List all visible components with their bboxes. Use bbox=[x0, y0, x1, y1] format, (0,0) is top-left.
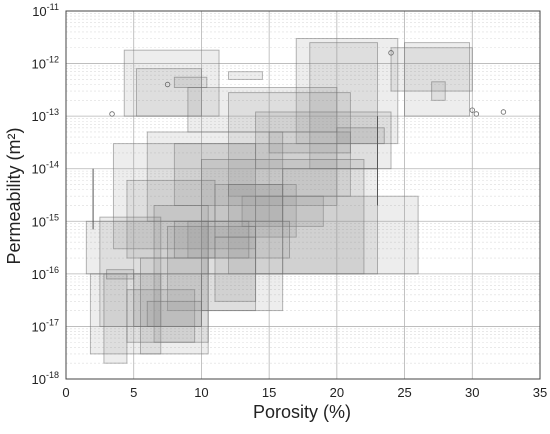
y-tick-label: 10-15 bbox=[32, 212, 59, 229]
data-rectangle-30 bbox=[173, 220, 250, 259]
plot-background bbox=[66, 11, 540, 379]
data-rectangle-1 bbox=[123, 49, 220, 117]
y-tick-label: 10-13 bbox=[32, 107, 59, 124]
data-rectangles bbox=[85, 38, 473, 364]
y-tick-label: 10-16 bbox=[32, 265, 59, 282]
data-rectangle-32 bbox=[103, 273, 128, 364]
data-rectangle-5 bbox=[295, 38, 399, 145]
data-rectangle-38 bbox=[214, 236, 257, 302]
x-tick-label: 35 bbox=[533, 385, 547, 400]
data-rectangle-9 bbox=[431, 81, 446, 101]
data-rectangle-33 bbox=[126, 289, 196, 343]
data-point-4 bbox=[473, 111, 480, 117]
data-point-5 bbox=[500, 109, 507, 115]
x-tick-label: 30 bbox=[465, 385, 479, 400]
data-rectangle-11 bbox=[228, 92, 351, 197]
data-rectangle-17 bbox=[112, 143, 257, 250]
y-tick-label: 10-11 bbox=[32, 2, 59, 19]
y-tick-label: 10-14 bbox=[32, 160, 59, 177]
data-rectangle-4 bbox=[228, 71, 263, 80]
data-rectangle-35 bbox=[140, 257, 209, 355]
y-tick-label: 10-18 bbox=[32, 370, 59, 387]
x-tick-labels: 0 5 10 15 20 25 30 35 bbox=[62, 385, 547, 400]
data-rectangle-14 bbox=[336, 127, 385, 145]
data-rectangle-29 bbox=[167, 225, 257, 312]
error-bars bbox=[92, 116, 378, 230]
plot-frame bbox=[65, 10, 541, 380]
y-axis-title: Permeability (m²) bbox=[4, 127, 24, 264]
y-tick-label: 10-12 bbox=[32, 55, 59, 72]
x-tick-label: 5 bbox=[130, 385, 137, 400]
data-point-6 bbox=[164, 81, 171, 88]
data-rectangle-2 bbox=[135, 68, 202, 117]
data-rectangle-6 bbox=[309, 42, 378, 170]
data-rectangle-18 bbox=[126, 179, 216, 259]
data-point-3 bbox=[469, 107, 475, 113]
data-rectangle-39 bbox=[106, 269, 135, 280]
x-tick-label: 10 bbox=[194, 385, 208, 400]
x-tick-label: 0 bbox=[62, 385, 69, 400]
y-tick-label: 10-17 bbox=[32, 317, 59, 334]
data-rectangle-10 bbox=[187, 87, 338, 133]
data-point-2 bbox=[388, 50, 394, 56]
data-points bbox=[109, 50, 507, 117]
x-tick-label: 15 bbox=[262, 385, 276, 400]
data-rectangle-23 bbox=[282, 168, 378, 275]
x-tick-label: 20 bbox=[330, 385, 344, 400]
data-rectangle-7 bbox=[404, 42, 471, 117]
x-axis-title: Porosity (%) bbox=[253, 402, 351, 422]
y-tick-labels: 10-18 10-17 10-16 10-15 10-14 10-13 10-12 10-11 bbox=[32, 2, 59, 387]
data-rectangle-13 bbox=[268, 131, 351, 154]
data-rectangle-31 bbox=[89, 273, 162, 355]
x-tick-label: 25 bbox=[397, 385, 411, 400]
data-rectangle-3 bbox=[173, 76, 208, 88]
data-rectangle-36 bbox=[146, 300, 202, 327]
data-rectangle-27 bbox=[99, 216, 162, 327]
data-point-1 bbox=[109, 111, 115, 117]
data-rectangle-24 bbox=[187, 220, 290, 259]
